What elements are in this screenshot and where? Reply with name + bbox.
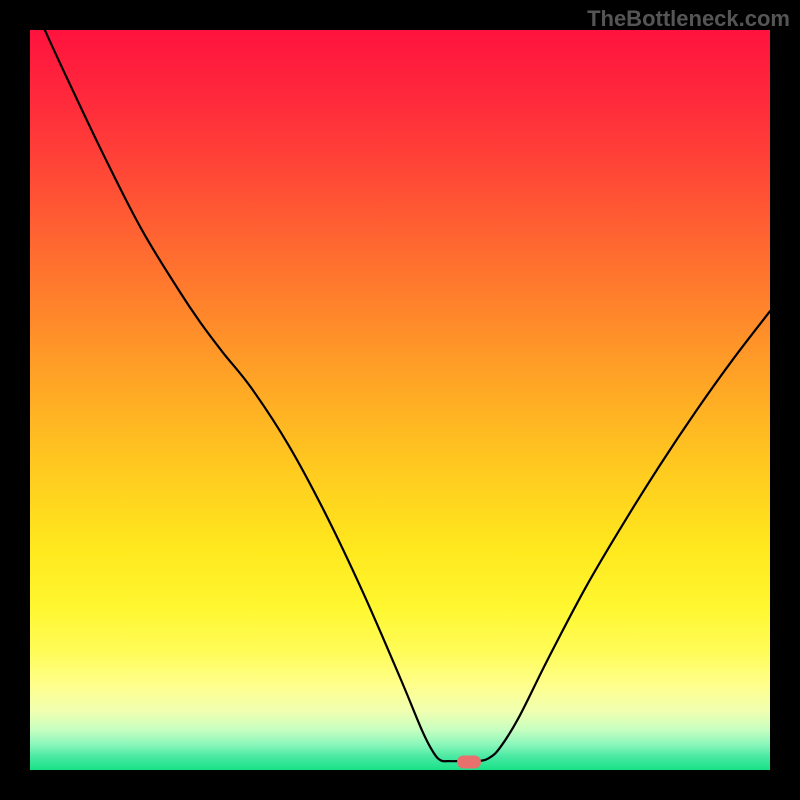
bottleneck-chart <box>30 30 770 770</box>
optimal-point-marker <box>457 755 481 768</box>
watermark-text: TheBottleneck.com <box>587 6 790 32</box>
bottleneck-curve <box>30 30 770 770</box>
